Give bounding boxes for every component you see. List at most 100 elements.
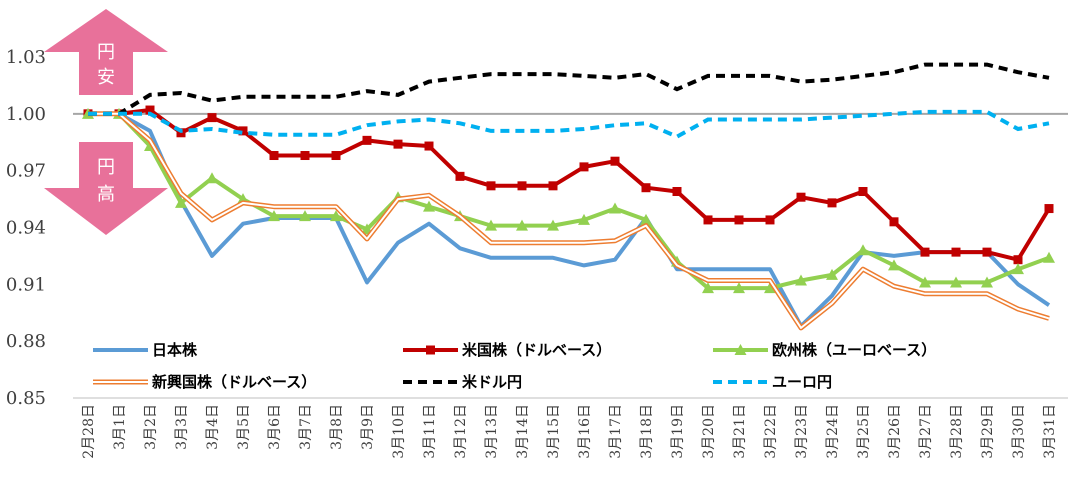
data-point-marker [672,187,682,197]
yen-weak-label: 円 [97,42,115,63]
data-point-marker [733,282,745,294]
data-point-marker [640,213,652,225]
legend-label: 日本株 [152,341,198,359]
data-point-marker [889,217,899,227]
x-tick-label: 3月16日 [577,404,593,459]
data-point-marker [207,113,217,123]
data-point-marker [641,183,651,193]
data-point-marker [517,181,527,191]
x-tick-label: 3月17日 [608,404,624,459]
x-tick-label: 3月27日 [918,404,934,459]
x-tick-label: 3月12日 [453,404,469,459]
data-point-marker [765,215,775,225]
yen-strong-arrow [44,142,168,235]
data-point-marker [764,282,776,294]
x-tick-label: 3月3日 [174,404,190,450]
legend-label: 米国株（ドルベース） [462,341,611,359]
data-point-marker [795,274,807,286]
x-tick-label: 3月9日 [360,404,376,450]
x-tick-label: 3月13日 [484,404,500,459]
data-point-marker [796,192,806,202]
x-tick-label: 3月11日 [422,404,438,459]
data-point-marker [1013,255,1023,265]
yen-strong-label: 高 [97,184,115,205]
data-point-marker [982,247,992,257]
data-point-marker [268,210,280,222]
x-tick-label: 3月8日 [329,404,345,450]
series-layer [82,62,1055,331]
yen-weak-arrow [44,9,168,95]
x-tick-label: 3月21日 [732,404,748,459]
x-tick-label: 3月18日 [639,404,655,459]
x-tick-label: 3月10日 [391,404,407,459]
data-point-marker [393,139,403,149]
data-point-marker [547,219,559,231]
x-tick-label: 3月24日 [825,404,841,459]
data-point-marker [610,156,620,166]
data-point-marker [1043,251,1055,263]
x-tick-label: 3月14日 [515,404,531,459]
data-point-marker [145,105,155,115]
yen-strong-label: 円 [97,157,115,178]
series-line-4 [88,62,1050,116]
data-point-marker [424,141,434,151]
data-point-marker [579,162,589,172]
data-point-marker [920,247,930,257]
x-tick-label: 3月30日 [1011,404,1027,459]
data-point-marker [486,181,496,191]
data-point-marker [951,247,961,257]
data-point-marker [300,151,310,161]
legend-label: ユーロ円 [772,373,832,391]
legend-label: 米ドル円 [462,373,522,391]
legend-label: 新興国株（ドルベース） [152,373,316,391]
x-tick-label: 3月29日 [980,404,996,459]
legend-label: 欧州株（ユーロベース） [772,341,936,359]
y-tick-label: 1.03 [6,47,46,68]
legend-marker [426,345,435,355]
data-point-marker [702,282,714,294]
data-point-marker [888,259,900,271]
x-tick-label: 3月15日 [546,404,562,459]
x-tick-label: 3月5日 [236,404,252,450]
data-point-marker [827,198,837,208]
data-point-marker [1044,204,1054,214]
data-point-marker [826,268,838,280]
x-tick-label: 3月22日 [763,404,779,459]
x-tick-label: 2月28日 [81,404,97,459]
data-point-marker [857,244,869,256]
data-point-marker [1012,263,1024,275]
x-tick-label: 3月2日 [143,404,159,450]
data-point-marker [269,151,279,161]
data-point-marker [423,200,435,212]
y-tick-label: 1.00 [6,104,46,125]
y-tick-label: 0.91 [6,274,46,295]
data-point-marker [206,172,218,184]
data-point-marker [734,215,744,225]
x-tick-label: 3月6日 [267,404,283,450]
data-point-marker [330,210,342,222]
data-point-marker [299,210,311,222]
x-tick-label: 3月1日 [112,404,128,450]
data-point-marker [516,219,528,231]
x-tick-label: 3月23日 [794,404,810,459]
series-line-5 [88,109,1050,139]
legend-marker [734,344,747,355]
y-tick-label: 0.97 [6,161,46,182]
data-point-marker [331,151,341,161]
data-point-marker [485,219,497,231]
yen-weak-label: 安 [97,67,115,88]
x-tick-label: 3月7日 [298,404,314,450]
data-point-marker [609,202,621,214]
series-line-1 [88,108,1051,262]
legend-layer: 日本株 米国株（ドルベース） 欧州株（ユーロベース） 新興国株（ドルベース） 米ドル円 ユ… [93,341,936,391]
data-point-marker [703,215,713,225]
y-tick-label: 0.88 [6,331,46,352]
data-point-marker [578,213,590,225]
data-point-marker [919,276,931,288]
data-point-marker [858,187,868,197]
series-line-0 [88,111,1051,328]
x-tick-label: 3月4日 [205,404,221,450]
